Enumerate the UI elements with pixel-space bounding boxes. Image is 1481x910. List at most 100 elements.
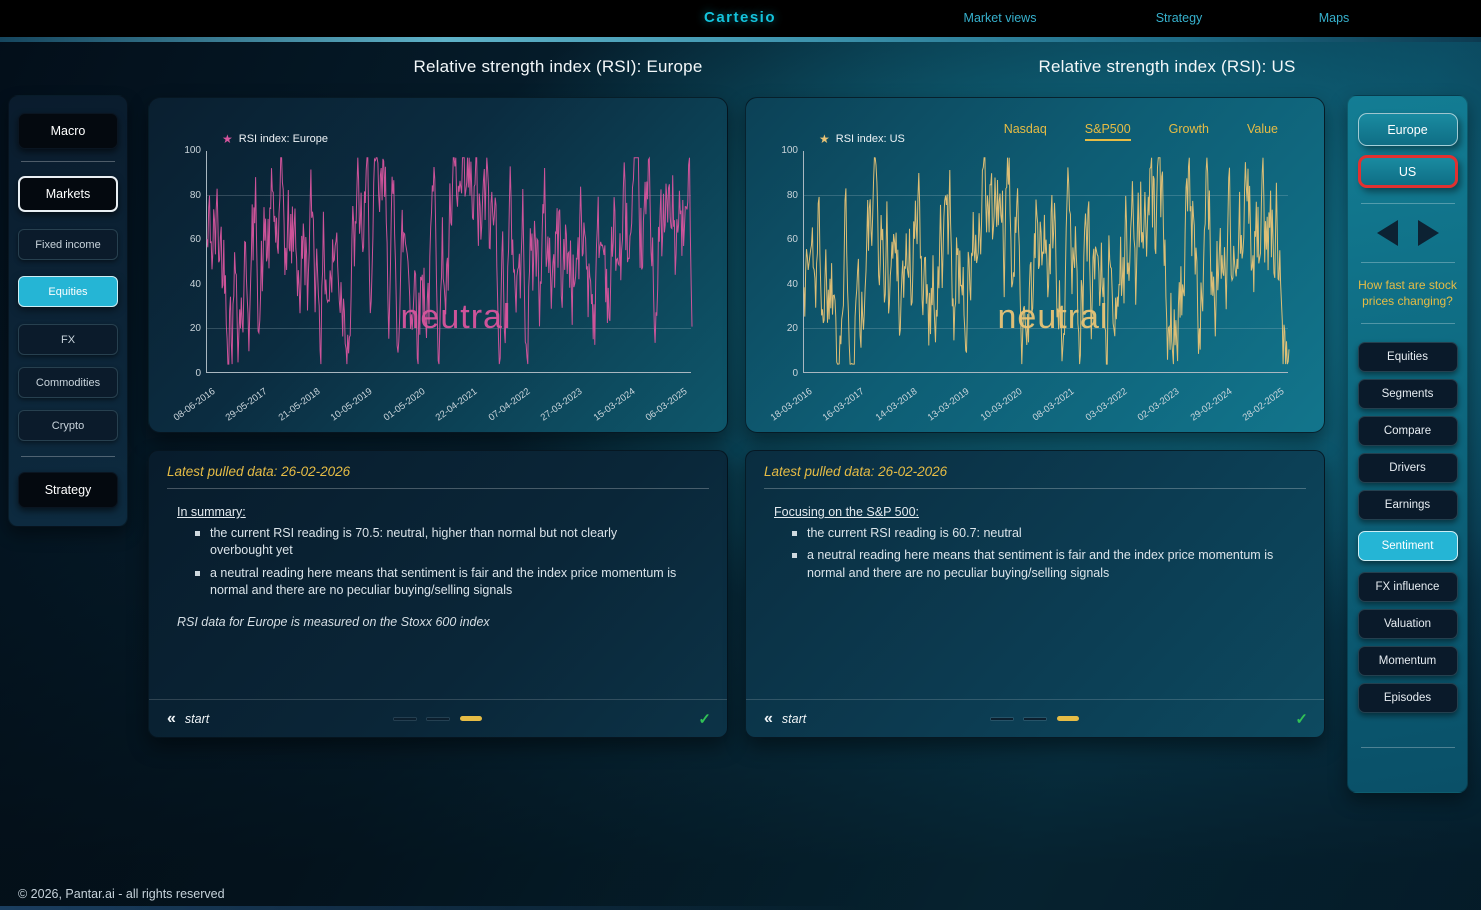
sidebar-item-macro[interactable]: Macro [18, 113, 118, 149]
header-divider [167, 488, 709, 489]
back-to-start-button[interactable]: « start [167, 710, 210, 726]
region-button-europe[interactable]: Europe [1357, 113, 1458, 146]
sidebar-item-drivers[interactable]: Drivers [1357, 453, 1458, 483]
summary-bullet: a neutral reading here means that sentim… [195, 565, 687, 600]
bullet-square-icon [792, 531, 797, 536]
sidebar-item-fx-influence[interactable]: FX influence [1357, 572, 1458, 602]
page-dot-3-active[interactable] [460, 716, 482, 721]
page-title-us: Relative strength index (RSI): US [1038, 57, 1296, 76]
x-tick-label: 08-03-2021 [1030, 386, 1077, 424]
sidebar-item-compare[interactable]: Compare [1357, 416, 1458, 446]
x-tick-label: 18-03-2016 [768, 386, 815, 424]
sidebar-item-fixed-income[interactable]: Fixed income [18, 229, 118, 260]
tab-nasdaq[interactable]: Nasdaq [1003, 122, 1047, 136]
y-tick: 20 [786, 323, 798, 335]
rsi-line-us [803, 157, 1290, 365]
summary-heading: Focusing on the S&P 500: [774, 505, 920, 519]
sidebar-item-valuation[interactable]: Valuation [1357, 609, 1458, 639]
sidebar-item-equities-right[interactable]: Equities [1357, 342, 1458, 372]
rsi-line-europe [206, 156, 693, 365]
sidebar-item-fx[interactable]: FX [18, 324, 118, 355]
tab-growth[interactable]: Growth [1168, 122, 1209, 136]
sidebar-item-equities[interactable]: Equities [18, 276, 118, 307]
info-panel-us: Latest pulled data: 26-02-2026 Focusing … [745, 450, 1325, 738]
sidebar-divider [21, 456, 115, 457]
tab-sp500[interactable]: S&P500 [1084, 122, 1131, 141]
copyright-text: © 2026, Pantar.ai - all rights reserved [18, 887, 225, 901]
chart-legend-europe: ★ RSI index: Europe [222, 133, 328, 145]
x-tick-label: 29-02-2024 [1188, 386, 1235, 424]
y-tick: 20 [189, 323, 201, 335]
sidebar-item-sentiment[interactable]: Sentiment [1357, 531, 1458, 561]
info-panel-footer: « start ✓ [149, 699, 727, 737]
tab-value[interactable]: Value [1246, 122, 1278, 136]
chart-panel-us: Nasdaq S&P500 Growth Value ★ RSI index: … [745, 97, 1325, 433]
page-dot-1[interactable] [394, 717, 416, 720]
nav-link-strategy[interactable]: Strategy [1155, 11, 1203, 25]
header-divider [764, 488, 1306, 489]
y-tick: 100 [184, 145, 201, 156]
latest-data-header: Latest pulled data: 26-02-2026 [764, 464, 948, 479]
sidebar-item-markets[interactable]: Markets [18, 176, 118, 212]
sidebar-item-segments[interactable]: Segments [1357, 379, 1458, 409]
bullet-square-icon [195, 570, 200, 576]
y-axis-ticks: 100 80 60 40 20 0 [163, 145, 201, 379]
page-dot-2[interactable] [1024, 717, 1046, 720]
summary-heading: In summary: [177, 505, 246, 519]
x-tick-label: 10-05-2019 [328, 386, 375, 424]
x-tick-label: 28-02-2025 [1240, 386, 1287, 424]
sidebar-item-earnings[interactable]: Earnings [1357, 490, 1458, 520]
sidebar-divider [1360, 747, 1455, 748]
page-dot-1[interactable] [991, 717, 1013, 720]
sidebar-item-episodes[interactable]: Episodes [1357, 683, 1458, 713]
bullet-text: the current RSI reading is 70.5: neutral… [210, 526, 618, 558]
x-tick-label: 15-03-2024 [591, 386, 638, 424]
region-button-us[interactable]: US [1357, 155, 1458, 188]
page-dot-3-active[interactable] [1057, 716, 1079, 721]
page-dot-2[interactable] [427, 717, 449, 720]
gridline-20 [207, 327, 691, 329]
x-tick-label: 10-03-2020 [978, 386, 1025, 424]
gridline-80 [804, 195, 1288, 197]
y-tick: 0 [792, 367, 798, 379]
measurement-note: RSI data for Europe is measured on the S… [177, 615, 490, 629]
x-tick-label: 01-05-2020 [381, 386, 428, 424]
y-tick: 40 [189, 278, 201, 290]
back-to-start-button[interactable]: « start [764, 709, 806, 727]
x-tick-label: 21-05-2018 [276, 386, 323, 424]
bullet-text: the current RSI reading is 60.7: neutral [807, 526, 1022, 540]
sidebar-item-strategy[interactable]: Strategy [18, 472, 118, 508]
sidebar-item-momentum[interactable]: Momentum [1357, 646, 1458, 676]
page-title-europe: Relative strength index (RSI): Europe [413, 57, 703, 76]
sentiment-watermark: neutral [997, 298, 1109, 336]
app-logo[interactable]: Cartesio [703, 9, 777, 26]
sidebar-item-crypto[interactable]: Crypto [18, 410, 118, 441]
x-tick-label: 13-03-2019 [925, 386, 972, 424]
x-tick-label: 03-03-2022 [1083, 386, 1130, 424]
x-tick-label: 06-03-2025 [643, 386, 690, 424]
x-tick-label: 16-03-2017 [820, 386, 867, 424]
next-arrow-icon[interactable] [1417, 220, 1439, 246]
sidebar-divider [1360, 262, 1455, 263]
right-sidebar: Europe US How fast are stock prices chan… [1347, 95, 1468, 793]
double-left-chevron-icon: « [764, 709, 773, 727]
sidebar-divider [1360, 203, 1455, 204]
chart-nav-arrows [1376, 220, 1439, 246]
y-tick: 60 [189, 234, 201, 246]
question-text: How fast are stock prices changing? [1358, 278, 1457, 308]
sidebar-item-commodities[interactable]: Commodities [18, 367, 118, 398]
y-tick: 80 [786, 189, 798, 201]
sidebar-divider [1360, 323, 1455, 324]
y-axis-ticks: 100 80 60 40 20 0 [760, 145, 798, 379]
prev-arrow-icon[interactable] [1376, 220, 1398, 246]
nav-link-market-views[interactable]: Market views [963, 11, 1037, 25]
y-tick: 100 [781, 145, 798, 156]
x-tick-label: 08-06-2016 [171, 386, 218, 424]
y-tick: 0 [195, 367, 201, 379]
x-tick-label: 14-03-2018 [873, 386, 920, 424]
x-tick-label: 02-03-2023 [1135, 386, 1182, 424]
back-label: start [184, 711, 210, 726]
nav-link-maps[interactable]: Maps [1318, 11, 1350, 25]
success-check-icon: ✓ [698, 710, 711, 728]
us-index-tabs: Nasdaq S&P500 Growth Value [1004, 122, 1278, 141]
